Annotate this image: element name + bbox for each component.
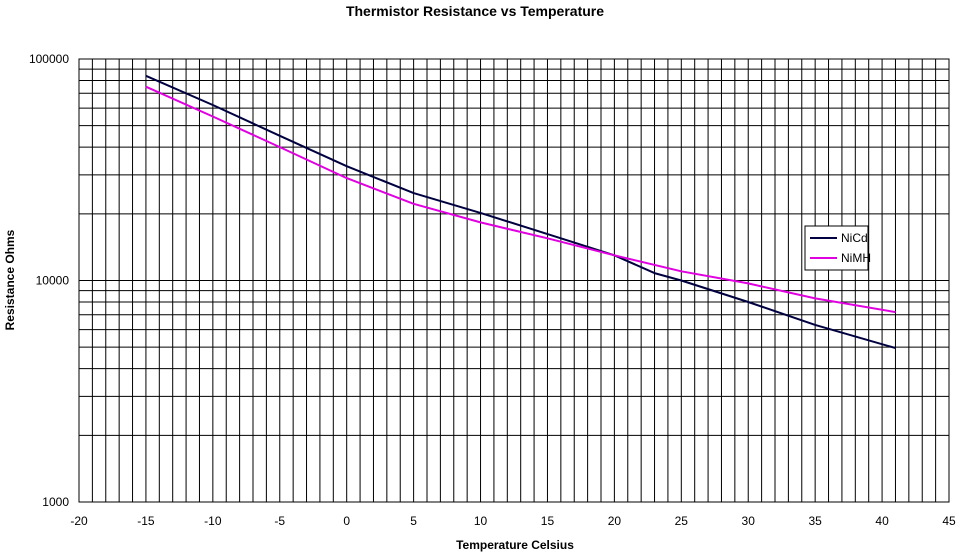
x-tick-label: -20 [70, 514, 88, 528]
x-tick-label: 20 [608, 514, 622, 528]
x-tick-label: 30 [742, 514, 756, 528]
y-tick-label: 100000 [29, 52, 69, 66]
x-tick-label: 40 [875, 514, 889, 528]
x-tick-label: -15 [137, 514, 155, 528]
legend-box [804, 225, 869, 271]
series-lines [145, 74, 896, 350]
x-tick-labels: -20 -15 -10 -5 0 5 10 15 20 25 30 35 40 45 [70, 514, 956, 528]
x-tick-label: 25 [675, 514, 689, 528]
x-axis-label: Temperature Celsius [456, 538, 574, 552]
y-tick-labels: 1000 10000 100000 [29, 52, 69, 509]
x-tick-label: 5 [410, 514, 417, 528]
x-tick-label: 10 [474, 514, 488, 528]
legend: NiCd NiMH [804, 225, 871, 271]
x-tick-label: 45 [942, 514, 956, 528]
plot-border [78, 58, 950, 503]
series-line-nimh [145, 85, 896, 314]
x-tick-label: 35 [808, 514, 822, 528]
x-tick-label: -5 [274, 514, 285, 528]
chart-title: Thermistor Resistance vs Temperature [346, 3, 604, 19]
y-tick-label: 1000 [42, 495, 69, 509]
x-tick-label: 0 [343, 514, 350, 528]
grid [78, 59, 950, 503]
y-axis-label: Resistance Ohms [3, 229, 17, 330]
x-tick-label: -10 [204, 514, 222, 528]
x-tick-label: 15 [541, 514, 555, 528]
legend-label: NiMH [841, 251, 871, 265]
legend-label: NiCd [841, 231, 868, 245]
y-tick-label: 10000 [36, 274, 70, 288]
series-line-nicd [145, 74, 896, 350]
